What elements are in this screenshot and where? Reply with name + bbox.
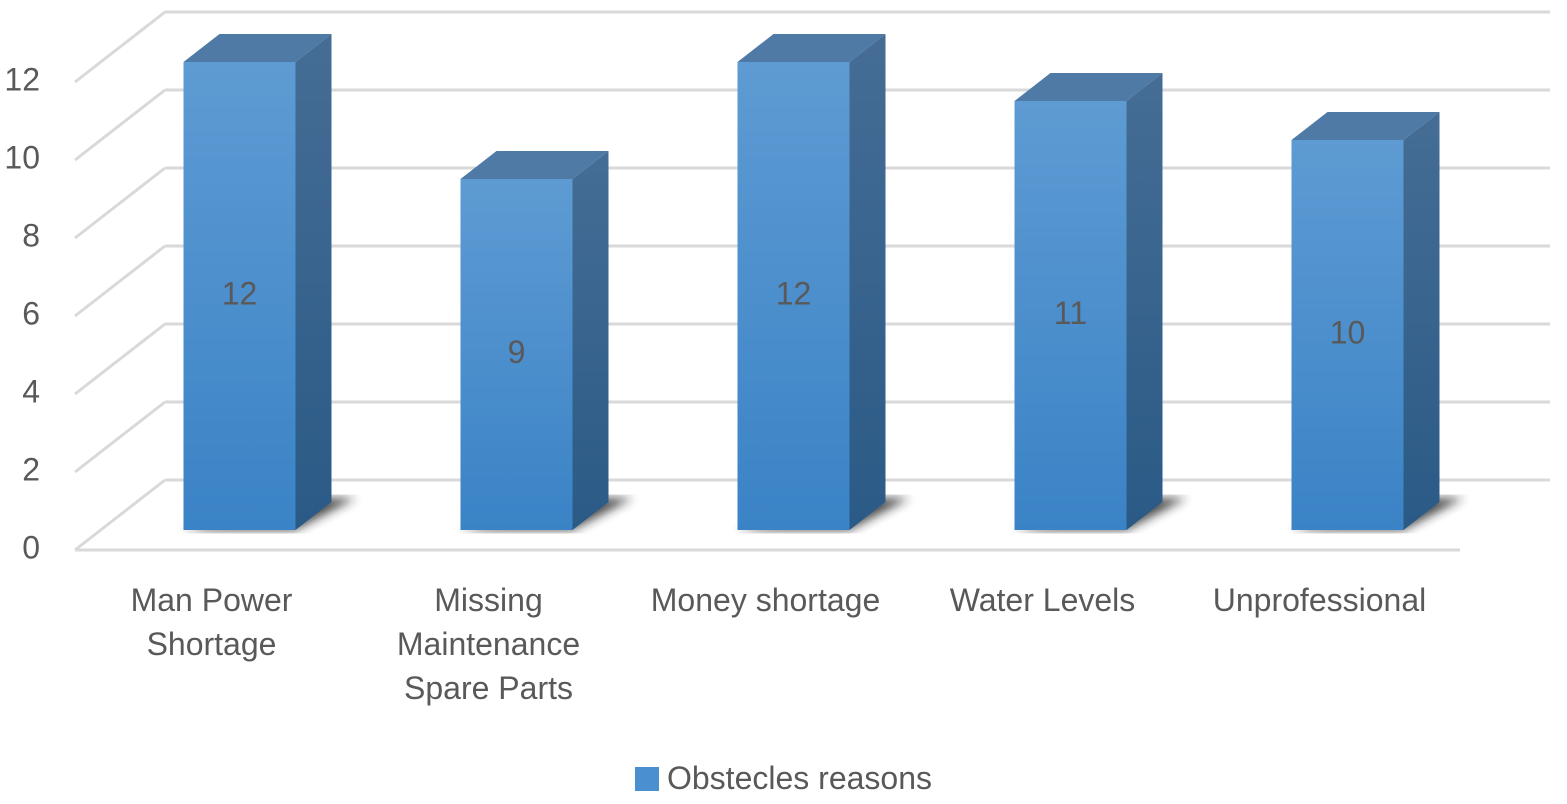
x-tick-label: Man Power Shortage [130, 582, 293, 662]
bar-top [1291, 112, 1440, 140]
bar [1291, 140, 1404, 530]
bar-top [737, 34, 886, 62]
y-tick-label: 8 [22, 217, 40, 253]
legend-swatch [634, 767, 659, 791]
data-label: 12 [222, 275, 258, 311]
data-label: 11 [1054, 295, 1087, 331]
bar [183, 62, 296, 530]
side-grid-line [74, 10, 166, 84]
side-grid-line [74, 244, 166, 318]
data-label: 9 [508, 334, 526, 370]
y-tick-label: 0 [22, 529, 40, 565]
side-grid-line [74, 478, 166, 552]
side-grid-line [74, 166, 166, 240]
bar-side [1126, 73, 1163, 530]
side-grid-line [74, 88, 166, 162]
legend-label: Obstecles reasons [666, 760, 932, 796]
x-tick-label: Water Levels [949, 582, 1136, 618]
bar [737, 62, 850, 530]
data-label: 12 [776, 275, 812, 311]
y-tick-label: 2 [22, 451, 40, 487]
bar [1014, 101, 1127, 530]
side-grid-line [74, 322, 166, 396]
data-label: 10 [1330, 314, 1366, 350]
y-tick-label: 10 [4, 139, 40, 175]
bar [460, 179, 573, 530]
bar-side [1403, 112, 1440, 530]
x-tick-label: Money shortage [650, 582, 881, 618]
y-tick-label: 12 [4, 61, 40, 97]
bar-side [849, 34, 886, 530]
x-tick-label: Missing Maintenance Spare Parts [396, 582, 581, 706]
bar-top [460, 151, 609, 179]
bar-side [295, 34, 332, 530]
legend: Obstecles reasons [0, 760, 1567, 797]
y-tick-label: 6 [22, 295, 40, 331]
bar-side [572, 151, 609, 530]
bar-top [183, 34, 332, 62]
side-grid-line [74, 400, 166, 474]
bar-top [1014, 73, 1163, 101]
y-tick-label: 4 [22, 373, 40, 409]
x-tick-label: Unprofessional [1212, 582, 1427, 618]
